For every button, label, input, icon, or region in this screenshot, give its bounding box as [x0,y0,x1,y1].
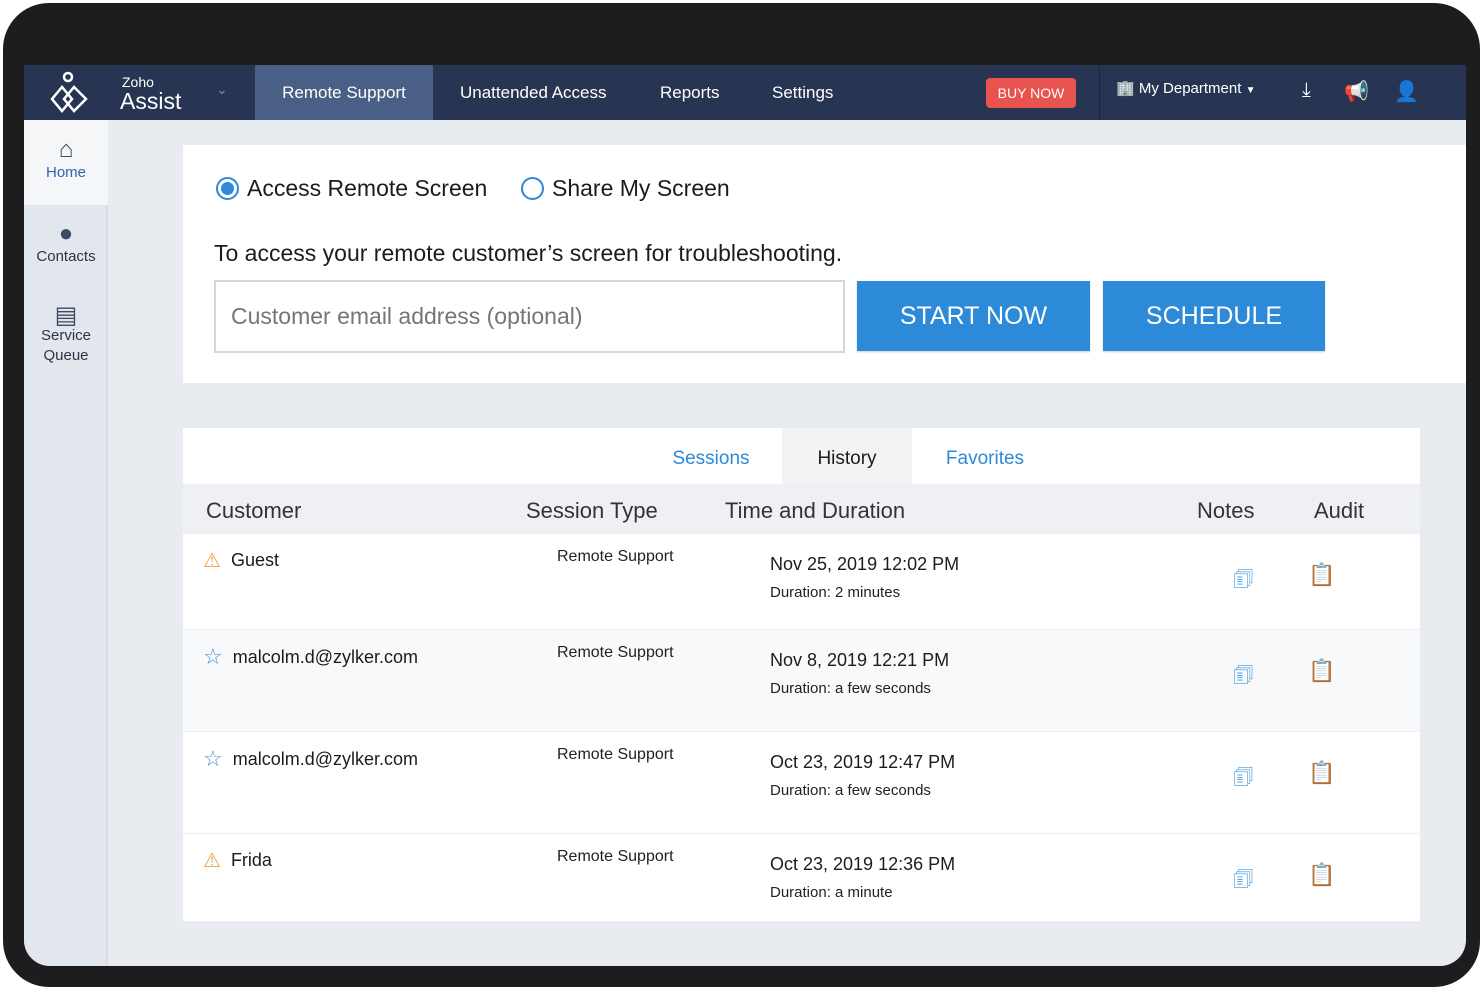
session-time: Oct 23, 2019 12:47 PM [770,752,956,772]
add-note-icon[interactable]: 🗊 [1233,662,1254,687]
session-type: Remote Support [557,548,674,565]
column-session-type[interactable]: Session Type [526,498,658,523]
tab-sessions[interactable]: Sessions [672,448,750,469]
logo-small-text: Zoho [122,74,154,90]
customer-name: malcolm.d@zylker.com [232,748,419,769]
session-time: Nov 8, 2019 12:21 PM [770,650,950,670]
table-row[interactable]: ☆ malcolm.d@zylker.com Remote Support Oct… [183,732,1420,834]
logo[interactable]: Zoho Assist [48,69,181,117]
access-description: To access your remote customer’s screen … [214,240,843,266]
session-duration: Duration: a few seconds [770,782,931,799]
customer-cell: ⚠ Guest [203,548,279,573]
warning-icon: ⚠ [203,850,221,872]
radio-share-my-screen[interactable]: Share My Screen [521,175,730,202]
start-now-button[interactable]: START NOW [857,281,1090,351]
session-time: Oct 23, 2019 12:36 PM [770,854,956,874]
divider [1099,65,1100,120]
customer-email-input[interactable] [214,280,845,353]
nav-unattended-access[interactable]: Unattended Access [460,83,607,102]
megaphone-icon[interactable]: 📢 [1344,81,1369,103]
table-row[interactable]: ☆ malcolm.d@zylker.com Remote Support Nov… [183,630,1420,732]
audit-search-icon[interactable]: 📋 [1308,862,1336,887]
nav-remote-support[interactable]: Remote Support [255,65,433,120]
add-note-icon[interactable]: 🗊 [1233,866,1254,891]
sidebar-item-contacts[interactable]: ● Contacts [24,220,108,265]
logo-big-text: Assist [120,88,182,114]
column-time-duration[interactable]: Time and Duration [725,498,906,523]
user-icon[interactable]: 👤 [1394,81,1419,103]
sidebar-label: Service Queue [40,327,92,364]
chevron-down-icon[interactable]: ⌄ [216,81,228,97]
caret-down-icon: ▼ [1245,85,1256,96]
contact-icon: ● [58,220,74,247]
table-row[interactable]: ⚠ Guest Remote Support Nov 25, 2019 12:02… [183,534,1420,630]
top-nav: Zoho Assist ⌄ Remote Support Unattended … [24,65,1466,120]
warning-icon: ⚠ [203,550,221,572]
customer-name: Frida [230,850,272,870]
schedule-button[interactable]: SCHEDULE [1103,281,1325,351]
add-note-icon[interactable]: 🗊 [1233,764,1254,789]
column-audit: Audit [1314,498,1365,523]
access-panel: Access Remote Screen Share My Screen To … [183,145,1466,383]
session-type: Remote Support [557,644,674,661]
customer-name: Guest [230,550,279,570]
app-screen: Zoho Assist ⌄ Remote Support Unattended … [24,65,1466,966]
session-duration: Duration: 2 minutes [770,584,901,601]
add-note-icon[interactable]: 🗊 [1233,566,1254,591]
star-icon[interactable]: ☆ [203,746,223,771]
star-icon[interactable]: ☆ [203,644,223,669]
table-row[interactable]: ⚠ Frida Remote Support Oct 23, 2019 12:36… [183,834,1420,922]
column-customer[interactable]: Customer [206,498,302,523]
column-notes: Notes [1197,498,1255,523]
radio-unselected-icon [521,177,544,200]
radio-access-remote-screen[interactable]: Access Remote Screen [216,175,487,202]
service-queue-icon: ▤ [54,302,78,329]
audit-search-icon[interactable]: 📋 [1308,562,1336,587]
customer-cell: ☆ malcolm.d@zylker.com [203,746,418,772]
radio-label: Share My Screen [552,175,730,201]
logo-icon [50,71,88,113]
customer-cell: ⚠ Frida [203,848,272,873]
session-duration: Duration: a minute [770,884,893,901]
sidebar-item-home[interactable]: ⌂ Home [24,120,108,205]
sidebar-label: Contacts [36,248,96,265]
audit-search-icon[interactable]: 📋 [1308,760,1336,785]
session-type: Remote Support [557,848,674,865]
radio-selected-icon [216,177,239,200]
building-icon: 🏢 [1116,80,1135,97]
sidebar: ⌂ Home ● Contacts ▤ Service Queue [24,120,108,966]
buy-now-button[interactable]: BUY NOW [986,78,1076,108]
table-header: Customer Session Type Time and Duration … [183,484,1420,534]
download-icon[interactable]: ⤓ [1302,79,1311,101]
sidebar-label: Home [45,164,86,181]
sidebar-item-service-queue[interactable]: ▤ Service Queue [24,302,108,366]
radio-label: Access Remote Screen [247,175,488,201]
home-icon: ⌂ [58,136,74,163]
department-dropdown[interactable]: 🏢 My Department ▼ [1116,79,1255,97]
audit-search-icon[interactable]: 📋 [1308,658,1336,683]
tab-favorites[interactable]: Favorites [945,448,1025,469]
customer-name: malcolm.d@zylker.com [232,646,419,667]
department-label: My Department [1138,80,1242,97]
session-type: Remote Support [557,746,674,763]
nav-reports[interactable]: Reports [660,83,720,102]
tab-history[interactable]: History [782,428,912,484]
session-time: Nov 25, 2019 12:02 PM [770,554,960,574]
session-duration: Duration: a few seconds [770,680,931,697]
nav-settings[interactable]: Settings [772,83,834,102]
history-panel: Sessions History Favorites Customer Sess… [183,428,1420,922]
customer-cell: ☆ malcolm.d@zylker.com [203,644,418,670]
